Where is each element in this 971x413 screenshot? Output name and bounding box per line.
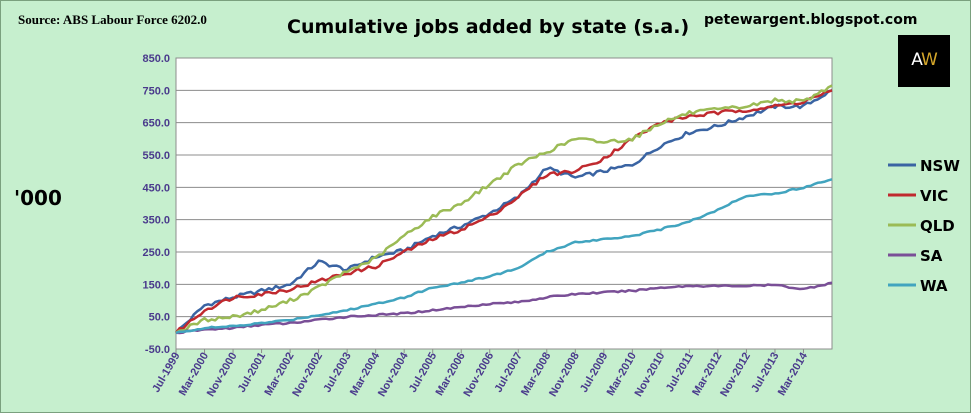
x-tick-label: Jul-2003 xyxy=(321,351,353,395)
source-label: Source: ABS Labour Force 6202.0 xyxy=(18,12,207,27)
y-tick-label: 150.0 xyxy=(142,279,170,291)
y-tick-label: 750.0 xyxy=(142,85,170,97)
y-tick-label: 450.0 xyxy=(142,182,170,194)
logo-lettering: AW xyxy=(898,50,950,70)
blog-url: petewargent.blogspot.com xyxy=(704,12,918,28)
x-tick-label: Jul-2005 xyxy=(407,351,439,395)
x-tick-label: Jul-2011 xyxy=(664,351,696,395)
x-tick-label: Jul-1999 xyxy=(150,351,182,395)
y-tick-label: 50.0 xyxy=(149,312,170,324)
series-line-sa xyxy=(175,281,833,335)
aw-logo: AW xyxy=(898,35,950,87)
y-unit-label: '000 xyxy=(14,186,62,210)
series-line-vic xyxy=(175,89,833,334)
logo-letter-w: W xyxy=(920,50,938,70)
y-tick-label: -50.0 xyxy=(145,344,170,356)
y-tick-label: 550.0 xyxy=(142,150,170,162)
legend-label-sa: SA xyxy=(920,247,943,265)
series-line-wa xyxy=(175,178,833,334)
y-tick-label: 350.0 xyxy=(142,215,170,227)
logo-letter-a: A xyxy=(911,50,922,70)
x-tick-label: Jul-2001 xyxy=(236,351,268,395)
legend-label-wa: WA xyxy=(920,277,948,295)
x-tick-label: Jul-2009 xyxy=(578,351,610,395)
legend-label-qld: QLD xyxy=(920,217,955,235)
legend-label-vic: VIC xyxy=(920,187,948,205)
series-line-nsw xyxy=(175,89,833,334)
chart-title: Cumulative jobs added by state (s.a.) xyxy=(287,16,690,38)
legend-label-nsw: NSW xyxy=(920,157,960,175)
y-tick-label: 850.0 xyxy=(142,53,170,65)
series-line-qld xyxy=(175,84,833,334)
x-tick-label: Jul-2007 xyxy=(492,351,524,395)
x-tick-label: Jul-2013 xyxy=(749,351,781,395)
y-tick-label: 650.0 xyxy=(142,118,170,130)
y-tick-label: 250.0 xyxy=(142,247,170,259)
